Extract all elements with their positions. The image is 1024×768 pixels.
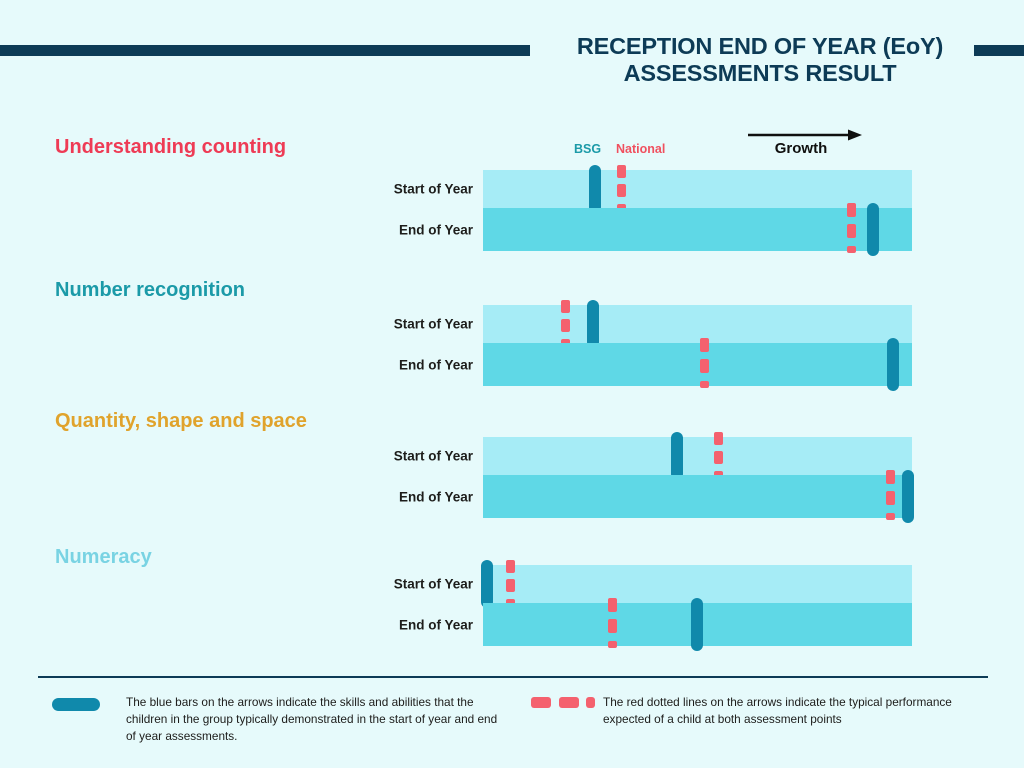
- row-label-end-of-year: End of Year: [398, 222, 473, 237]
- national-dash: [700, 381, 710, 389]
- bsg-bar-marker: [480, 560, 493, 608]
- national-dotted-marker: [561, 299, 571, 349]
- national-dash: [608, 641, 618, 649]
- row-label-holder: Start of Year: [313, 565, 473, 603]
- row-label-holder: End of Year: [313, 343, 473, 386]
- footer-swatch-red-dotted: [531, 697, 595, 709]
- national-dash: [885, 513, 895, 521]
- national-dotted-marker: [885, 469, 895, 524]
- national-dotted-marker: [617, 164, 627, 214]
- row-label-end-of-year: End of Year: [398, 617, 473, 632]
- footer-note-red: The red dotted lines on the arrows indic…: [603, 695, 952, 726]
- footer-divider: [38, 676, 988, 678]
- row-label-holder: Start of Year: [313, 170, 473, 208]
- row-label-start-of-year: Start of Year: [393, 448, 473, 464]
- national-dotted-marker: [700, 337, 710, 392]
- page-title-line-1: RECEPTION END OF YEAR (EoY): [576, 33, 944, 59]
- header-rule-left: [0, 45, 530, 56]
- bsg-bar-marker: [887, 338, 900, 391]
- national-dash: [713, 451, 723, 464]
- header-rule-right: [974, 45, 1024, 56]
- bsg-bar-marker: [902, 470, 915, 523]
- national-dash: [561, 300, 571, 313]
- bsg-bar-marker: [691, 598, 704, 651]
- national-dash: [700, 359, 710, 374]
- national-dotted-marker: [713, 431, 723, 481]
- national-dash: [505, 579, 515, 592]
- page-header: RECEPTION END OF YEAR (EoY) ASSESSMENTS …: [0, 0, 1024, 105]
- national-dash: [885, 491, 895, 506]
- national-dash: [505, 599, 515, 606]
- page-title-line-2: ASSESSMENTS RESULT: [623, 60, 897, 87]
- bsg-bar-marker: [866, 203, 879, 256]
- group-title: Numeracy: [55, 546, 152, 568]
- row-label-end-of-year: End of Year: [398, 489, 473, 504]
- row-label-holder: End of Year: [313, 208, 473, 251]
- national-dash: [505, 560, 515, 573]
- row-label-start-of-year: Start of Year: [393, 181, 473, 197]
- legend-label-bsg: BSG: [574, 142, 602, 156]
- bsg-bar-marker: [586, 300, 599, 348]
- row-label-holder: Start of Year: [313, 305, 473, 343]
- national-dash: [561, 319, 571, 332]
- national-dotted-marker: [846, 202, 856, 257]
- bsg-bar-marker: [588, 165, 601, 213]
- group-title: Understanding counting: [55, 136, 287, 158]
- row-label-start-of-year: Start of Year: [393, 576, 473, 592]
- track-start-of-year: [483, 565, 912, 603]
- footer-note-blue: The blue bars on the arrows indicate the…: [126, 695, 498, 743]
- growth-indicator: Growth: [746, 128, 866, 162]
- track-end-of-year: [483, 475, 912, 518]
- track-end-of-year: [483, 208, 912, 251]
- track-start-of-year: [483, 170, 912, 208]
- growth-arrow-icon: [748, 129, 862, 141]
- legend-label-national: National: [616, 142, 666, 156]
- footer-swatch-blue-bar: [52, 698, 100, 711]
- national-dotted-marker: [608, 597, 618, 652]
- national-dash: [617, 165, 627, 178]
- growth-label: Growth: [774, 140, 828, 157]
- national-dash: [617, 184, 627, 197]
- group-title: Number recognition: [55, 279, 246, 301]
- national-dash: [846, 246, 856, 254]
- row-label-holder: End of Year: [313, 603, 473, 646]
- national-dash: [846, 224, 856, 239]
- national-dash: [608, 598, 618, 613]
- track-end-of-year: [483, 343, 912, 386]
- national-dash: [700, 338, 710, 353]
- row-label-end-of-year: End of Year: [398, 357, 473, 372]
- national-dash: [846, 203, 856, 218]
- page-title: RECEPTION END OF YEAR (EoY) ASSESSMENTS …: [540, 33, 980, 88]
- national-dash: [617, 204, 627, 211]
- national-dotted-marker: [505, 559, 515, 609]
- group-title: Quantity, shape and space: [55, 410, 307, 432]
- track-start-of-year: [483, 305, 912, 343]
- row-label-holder: Start of Year: [313, 437, 473, 475]
- bsg-bar-marker: [670, 432, 683, 480]
- national-dash: [608, 619, 618, 634]
- national-dash: [885, 470, 895, 485]
- national-dash: [713, 471, 723, 478]
- row-label-start-of-year: Start of Year: [393, 316, 473, 332]
- row-label-holder: End of Year: [313, 475, 473, 518]
- national-dash: [561, 339, 571, 346]
- track-start-of-year: [483, 437, 912, 475]
- national-dash: [713, 432, 723, 445]
